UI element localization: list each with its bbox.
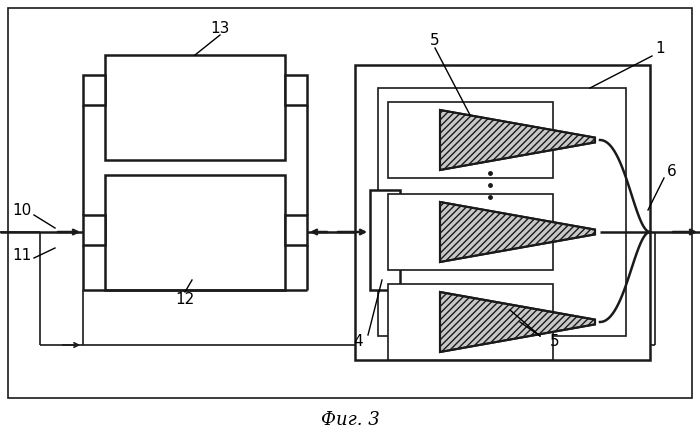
Bar	[83, 75, 105, 105]
Text: 5: 5	[550, 334, 560, 350]
Polygon shape	[440, 202, 595, 262]
Text: 1: 1	[655, 40, 665, 55]
Bar	[370, 190, 400, 290]
Bar	[8, 8, 692, 398]
Bar	[285, 215, 307, 245]
Bar	[378, 88, 626, 336]
Bar	[285, 75, 307, 105]
Bar	[388, 102, 553, 178]
Text: 6: 6	[667, 164, 677, 179]
Text: Фиг. 3: Фиг. 3	[321, 411, 379, 429]
Bar	[83, 215, 105, 245]
Polygon shape	[440, 110, 595, 170]
Text: 12: 12	[176, 292, 195, 307]
Text: 11: 11	[13, 248, 32, 263]
Text: 4: 4	[354, 334, 363, 350]
Text: 13: 13	[210, 20, 230, 35]
Bar	[105, 175, 285, 290]
Bar	[388, 194, 553, 270]
Text: 10: 10	[13, 202, 32, 218]
Bar	[105, 55, 285, 160]
Polygon shape	[440, 292, 595, 352]
Text: 5: 5	[430, 32, 440, 47]
Bar	[355, 65, 650, 360]
Bar	[388, 284, 553, 360]
